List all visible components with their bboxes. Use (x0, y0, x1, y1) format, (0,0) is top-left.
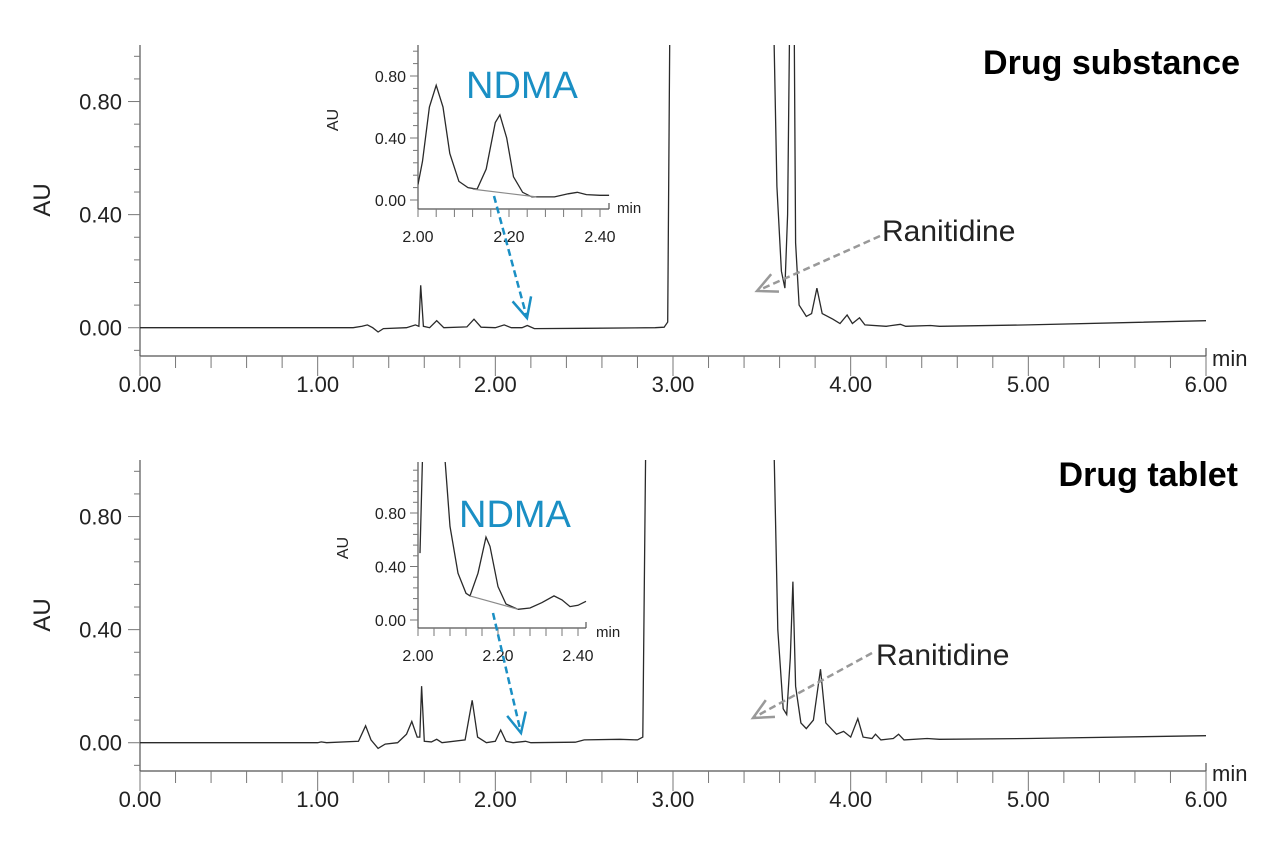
panel-title: Drug tablet (1059, 456, 1238, 494)
y-tick-label: 0.40 (79, 618, 122, 643)
ndma-arrow-line (492, 195, 529, 319)
chromatogram-trace (140, 45, 1207, 333)
ndma-arrow-head-icon (506, 711, 528, 736)
ranitidine-arrow-line (756, 234, 881, 293)
x-axis-label: min (1212, 761, 1247, 786)
inset-x-tick-label: 2.20 (482, 648, 513, 665)
ranitidine-arrow-head-icon (750, 699, 776, 720)
x-tick-label: 2.00 (474, 372, 517, 397)
inset-x-axis-label: min (596, 624, 620, 641)
x-axis-label: min (1212, 346, 1247, 371)
x-tick-label: 4.00 (829, 372, 872, 397)
inset-y-axis-label: AU (325, 109, 342, 131)
x-tick-label: 1.00 (296, 787, 339, 812)
y-tick-label: 0.40 (79, 203, 122, 228)
x-tick-label: 5.00 (1007, 372, 1050, 397)
inset-y-tick-label: 0.00 (375, 193, 406, 210)
y-tick-label: 0.80 (79, 505, 122, 530)
inset-y-tick-label: 0.00 (375, 613, 406, 630)
panel-drug-tablet: Drug tablet AU min Ranitidine NDMA AU mi… (29, 456, 1247, 812)
ndma-label: NDMA (459, 494, 572, 536)
panel-title: Drug substance (983, 44, 1240, 82)
inset-x-tick-label: 2.00 (402, 229, 433, 246)
x-tick-label: 4.00 (829, 787, 872, 812)
y-tick-label: 0.00 (79, 316, 122, 341)
chromatogram-trace (140, 460, 1207, 750)
ndma-label: NDMA (466, 65, 579, 107)
x-tick-label: 6.00 (1185, 372, 1228, 397)
inset-y-tick-label: 0.40 (375, 560, 406, 577)
inset-y-tick-label: 0.80 (375, 69, 406, 86)
y-axis-label: AU (29, 183, 56, 216)
inset-x-tick-label: 2.40 (562, 648, 593, 665)
inset-y-tick-label: 0.40 (375, 131, 406, 148)
inset-trace (418, 83, 610, 198)
x-tick-label: 2.00 (474, 787, 517, 812)
x-tick-label: 1.00 (296, 372, 339, 397)
inset-x-axis-label: min (617, 200, 641, 217)
inset-x-tick-label: 2.00 (402, 648, 433, 665)
ranitidine-label: Ranitidine (882, 215, 1015, 248)
ranitidine-label: Ranitidine (876, 639, 1009, 672)
integration-baseline (472, 188, 537, 198)
ndma-arrow-head-icon (511, 296, 533, 321)
x-tick-label: 3.00 (652, 787, 695, 812)
y-tick-label: 0.80 (79, 90, 122, 115)
x-tick-label: 3.00 (652, 372, 695, 397)
x-tick-label: 0.00 (119, 372, 162, 397)
panel-drug-substance: Drug substance AU min Ranitidine NDMA AU… (29, 44, 1247, 397)
ranitidine-arrow-line (752, 651, 873, 720)
inset-trace (419, 462, 587, 610)
inset-y-tick-label: 0.80 (375, 506, 406, 523)
x-tick-label: 6.00 (1185, 787, 1228, 812)
inset-y-axis-label: AU (335, 537, 352, 559)
inset-x-tick-label: 2.20 (493, 229, 524, 246)
x-tick-label: 0.00 (119, 787, 162, 812)
ranitidine-arrow-head-icon (754, 273, 780, 293)
ndma-arrow-line (491, 612, 523, 734)
x-tick-label: 5.00 (1007, 787, 1050, 812)
y-tick-label: 0.00 (79, 731, 122, 756)
inset-x-tick-label: 2.40 (584, 229, 615, 246)
y-axis-label: AU (29, 598, 56, 631)
integration-baseline (469, 595, 519, 610)
